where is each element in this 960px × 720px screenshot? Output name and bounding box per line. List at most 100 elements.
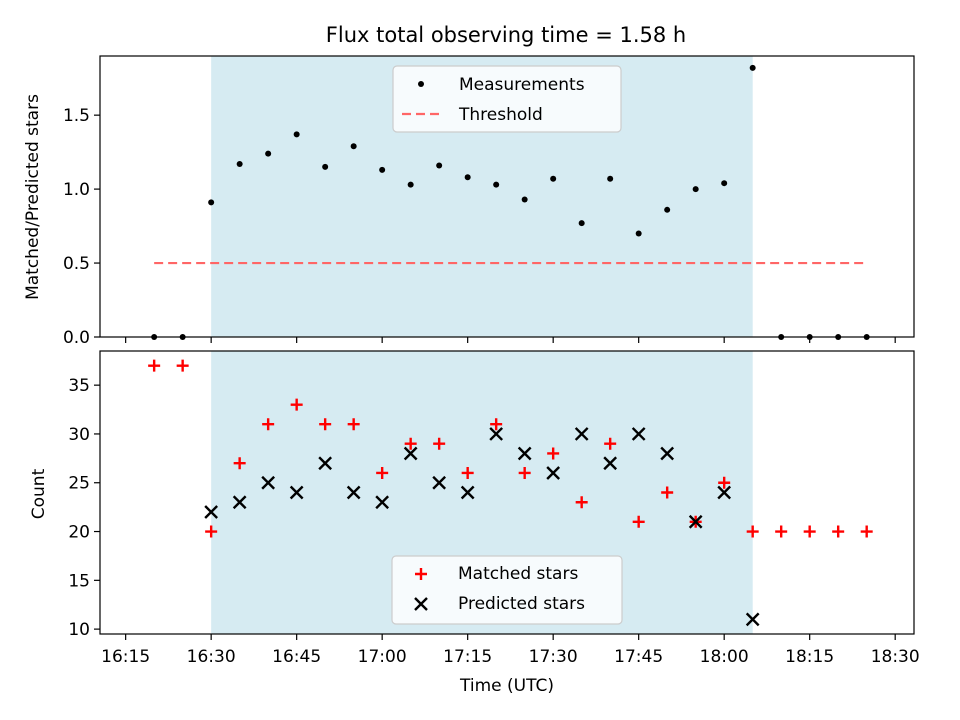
matched-star-point: [803, 525, 816, 538]
bottom-legend: Matched stars Predicted stars: [391, 555, 623, 625]
x-tick-label: 17:30: [529, 647, 578, 667]
measurement-point: [464, 174, 471, 181]
x-tick-label: 16:30: [187, 647, 236, 667]
legend-measurement-marker: [418, 81, 424, 87]
ratio-panel: 0.0 0.5 1.0 1.5 Matched/Predicted stars Mea…: [23, 55, 915, 348]
measurement-point: [236, 160, 243, 167]
matched-star-point: [319, 418, 332, 431]
matched-star-point: [148, 359, 161, 372]
bottom-y-tick-label: 15: [68, 571, 90, 591]
x-tick-label: 18:15: [785, 647, 834, 667]
count-panel: 10 15 20 25 30 35 16:15 16:30 16:45 17:00 17:15 17…: [29, 350, 920, 696]
measurement-point: [664, 206, 671, 213]
matched-star-point: [718, 476, 731, 489]
matched-star-point: [661, 486, 674, 499]
matched-star-point: [604, 437, 617, 450]
matched-star-point: [376, 466, 389, 479]
bottom-y-tick-label: 35: [68, 376, 90, 396]
predicted-star-point: [232, 495, 247, 510]
measurement-point: [550, 175, 557, 182]
predicted-star-point: [318, 456, 333, 471]
count-points: [148, 359, 873, 627]
top-x-axis-ticks: [125, 337, 896, 343]
matched-star-point: [262, 418, 275, 431]
matched-star-point: [632, 515, 645, 528]
top-y-tick-label: 0.5: [63, 254, 90, 274]
predicted-star-point: [204, 505, 219, 519]
predicted-star-point: [289, 485, 304, 500]
matched-star-point: [775, 525, 788, 538]
matched-star-point: [233, 457, 246, 470]
top-legend: Measurements Threshold: [392, 65, 622, 133]
measurement-point: [293, 131, 300, 138]
predicted-star-point: [432, 475, 447, 490]
predicted-star-point: [688, 514, 703, 529]
matched-star-point: [746, 525, 759, 538]
bottom-y-tick-label: 10: [68, 620, 90, 640]
matched-star-point: [547, 447, 560, 460]
measurement-point: [749, 64, 756, 71]
predicted-star-point: [489, 427, 504, 441]
predicted-star-point: [403, 446, 418, 461]
measurement-point: [436, 162, 443, 169]
measurement-point: [350, 143, 357, 150]
bottom-y-axis-label: Count: [29, 468, 49, 519]
x-tick-label: 16:15: [101, 647, 150, 667]
predicted-star-point: [460, 485, 475, 500]
matched-star-point: [832, 525, 845, 538]
bottom-y-tick-label: 30: [68, 425, 90, 445]
predicted-star-point: [631, 427, 646, 441]
measurement-point: [322, 163, 329, 170]
legend-predicted-label: Predicted stars: [458, 594, 585, 614]
matched-star-point: [518, 466, 531, 479]
x-tick-label: 17:15: [443, 647, 492, 667]
predicted-star-point: [574, 427, 589, 441]
predicted-star-point: [261, 475, 276, 490]
top-plot-frame: [99, 55, 915, 338]
matched-star-point: [575, 496, 588, 509]
x-tick-label: 17:45: [614, 647, 663, 667]
legend-predicted-marker: [414, 597, 428, 611]
predicted-star-point: [660, 446, 675, 461]
x-axis-label: Time (UTC): [459, 676, 554, 696]
predicted-star-point: [375, 495, 390, 510]
measurement-point: [578, 220, 585, 227]
bottom-y-tick-label: 25: [68, 474, 90, 494]
x-tick-label: 16:45: [272, 647, 321, 667]
matched-star-point: [347, 418, 360, 431]
measurement-point: [208, 199, 215, 206]
bottom-y-tick-label: 20: [68, 523, 90, 543]
measurement-point: [607, 175, 614, 182]
measurement-point: [635, 230, 642, 237]
bottom-x-axis-ticks: 16:15 16:30 16:45 17:00 17:15 17:30 17:45 18:00…: [101, 634, 920, 667]
measurement-point: [265, 150, 272, 157]
measurement-points: [151, 64, 870, 340]
top-y-axis-ticks: 0.0 0.5 1.0 1.5: [63, 106, 100, 348]
bottom-plot-frame: [99, 350, 915, 635]
top-y-tick-label: 1.0: [63, 180, 90, 200]
top-y-tick-label: 1.5: [63, 106, 90, 126]
measurement-point: [721, 180, 728, 187]
matched-star-point: [205, 525, 218, 538]
matched-star-point: [290, 398, 303, 411]
predicted-star-point: [745, 612, 760, 627]
bottom-y-axis-ticks: 10 15 20 25 30 35: [68, 376, 100, 640]
predicted-star-point: [517, 446, 532, 461]
predicted-star-point: [717, 485, 732, 500]
x-tick-label: 17:00: [358, 647, 407, 667]
x-tick-label: 18:30: [871, 647, 920, 667]
legend-threshold-label: Threshold: [458, 105, 543, 125]
legend-matched-label: Matched stars: [458, 564, 578, 584]
matched-star-point: [433, 437, 446, 450]
chart-title: Flux total observing time = 1.58 h: [326, 23, 686, 47]
predicted-star-point: [546, 466, 561, 480]
top-y-axis-label: Matched/Predicted stars: [23, 94, 43, 300]
matched-star-point: [860, 525, 873, 538]
predicted-star-point: [346, 485, 361, 500]
measurement-point: [379, 166, 386, 173]
measurement-point: [692, 186, 699, 193]
top-y-tick-label: 0.0: [63, 328, 90, 348]
legend-measurements-label: Measurements: [459, 75, 585, 95]
predicted-star-point: [603, 456, 618, 471]
